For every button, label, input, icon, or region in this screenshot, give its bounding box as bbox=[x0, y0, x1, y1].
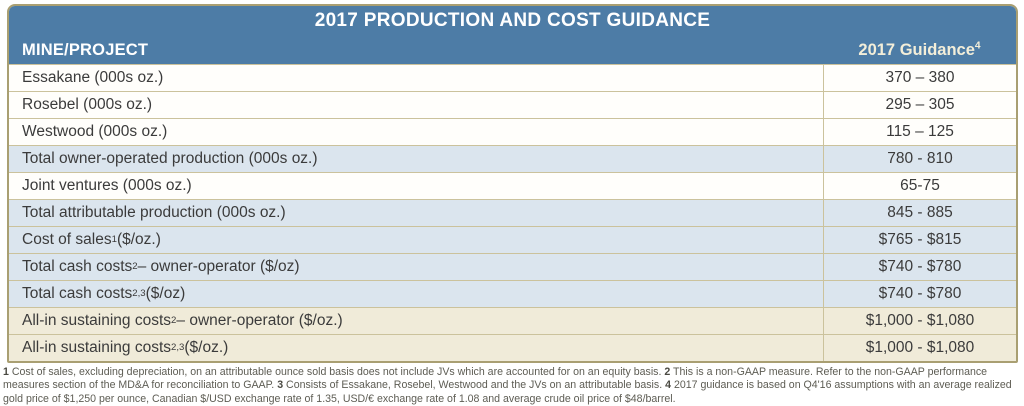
row-label: Total cash costs 2,3 ($/oz) bbox=[22, 285, 186, 302]
table-row: Rosebel (000s oz.) 295 – 305 bbox=[9, 91, 1016, 118]
table-row: Westwood (000s oz.) 115 – 125 bbox=[9, 118, 1016, 145]
footnote-text: This is a non-GAAP measure. Refer to the… bbox=[3, 366, 988, 392]
row-label: Joint ventures (000s oz.) bbox=[22, 177, 192, 194]
row-label: All-in sustaining costs 2,3 ($/oz.) bbox=[22, 339, 229, 356]
column-guidance: 2017 Guidance4 bbox=[823, 40, 1016, 60]
row-value: $1,000 - $1,080 bbox=[823, 335, 1016, 361]
row-label: Total attributable production (000s oz.) bbox=[22, 204, 286, 221]
table-row: All-in sustaining costs 2 – owner-operato… bbox=[9, 307, 1016, 334]
row-value: 845 - 885 bbox=[823, 200, 1016, 226]
column-guidance-footnote-ref: 4 bbox=[974, 40, 981, 51]
guidance-table: 2017 PRODUCTION AND COST GUIDANCE MINE/P… bbox=[7, 4, 1018, 363]
row-value: $740 - $780 bbox=[823, 281, 1016, 307]
row-value: $765 - $815 bbox=[823, 227, 1016, 253]
row-label: Total cash costs 2 – owner-operator ($/oz… bbox=[22, 258, 300, 275]
footnote-marker: 3 bbox=[277, 379, 284, 392]
table-row: Total owner-operated production (000s oz… bbox=[9, 145, 1016, 172]
table-row: Total cash costs 2,3 ($/oz) $740 - $780 bbox=[9, 280, 1016, 307]
row-label: Essakane (000s oz.) bbox=[22, 69, 164, 86]
row-value: 780 - 810 bbox=[823, 146, 1016, 172]
table-row: Total attributable production (000s oz.)… bbox=[9, 199, 1016, 226]
footnote-text: Cost of sales, excluding depreciation, o… bbox=[8, 366, 665, 378]
table-row: Joint ventures (000s oz.) 65-75 bbox=[9, 172, 1016, 199]
row-label: Rosebel (000s oz.) bbox=[22, 96, 153, 113]
column-mine-project: MINE/PROJECT bbox=[22, 40, 149, 59]
row-value: $740 - $780 bbox=[823, 254, 1016, 280]
row-label: Westwood (000s oz.) bbox=[22, 123, 168, 140]
row-value: 370 – 380 bbox=[823, 65, 1016, 91]
table-row: All-in sustaining costs 2,3 ($/oz.) $1,00… bbox=[9, 334, 1016, 361]
footnote-marker: 2 bbox=[664, 366, 671, 378]
row-label: Total owner-operated production (000s oz… bbox=[22, 150, 318, 167]
footnote-text: Consists of Essakane, Rosebel, Westwood … bbox=[283, 379, 666, 392]
footnote: 1 Cost of sales, excluding depreciation,… bbox=[3, 366, 1017, 406]
row-value: $1,000 - $1,080 bbox=[823, 308, 1016, 334]
footnote-marker: 4 bbox=[665, 379, 671, 392]
row-value: 295 – 305 bbox=[823, 92, 1016, 118]
column-guidance-label: 2017 Guidance bbox=[858, 40, 975, 59]
table-title: 2017 PRODUCTION AND COST GUIDANCE bbox=[9, 6, 1016, 36]
footnote-marker: 1 bbox=[3, 366, 9, 378]
footnote-text: 2017 guidance is based on Q4'16 assumpti… bbox=[3, 379, 1012, 405]
table-row: Essakane (000s oz.) 370 – 380 bbox=[9, 64, 1016, 91]
row-value: 115 – 125 bbox=[823, 119, 1016, 145]
table-row: Total cash costs 2 – owner-operator ($/oz… bbox=[9, 253, 1016, 280]
row-label: All-in sustaining costs 2 – owner-operato… bbox=[22, 312, 343, 329]
column-header-row: MINE/PROJECT 2017 Guidance4 bbox=[9, 36, 1016, 64]
row-value: 65-75 bbox=[823, 173, 1016, 199]
table-row: Cost of sales 1 ($/oz.) $765 - $815 bbox=[9, 226, 1016, 253]
row-label: Cost of sales 1 ($/oz.) bbox=[22, 231, 161, 248]
